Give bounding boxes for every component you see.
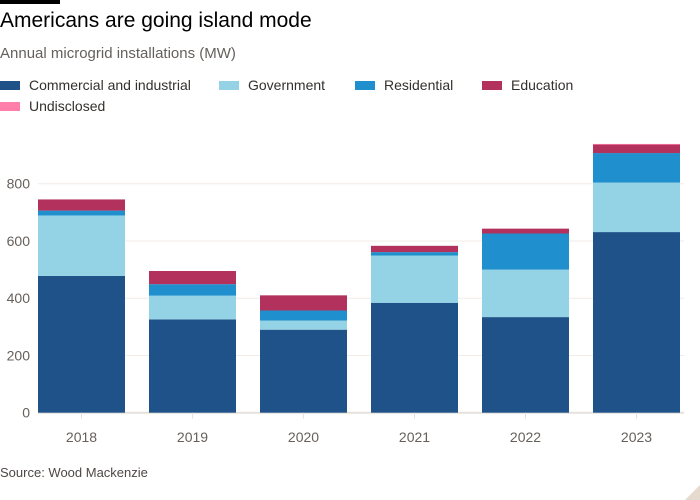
- bar-segment-education: [593, 144, 680, 154]
- y-tick-label: 800: [7, 176, 31, 192]
- y-tick-label: 600: [7, 233, 31, 249]
- bar-segment-education: [482, 228, 569, 234]
- bar-segment-government: [482, 269, 569, 318]
- y-tick-label: 400: [7, 290, 31, 306]
- bar-segment-commercial-and-industrial: [593, 232, 680, 413]
- legend-label: Undisclosed: [29, 98, 106, 114]
- legend-item-undisclosed: Undisclosed: [0, 98, 105, 114]
- legend-item-commercial-industrial: Commercial and industrial: [0, 77, 191, 93]
- bar-segment-commercial-and-industrial: [260, 329, 347, 413]
- bar-segment-residential: [149, 284, 236, 296]
- legend-swatch: [355, 80, 375, 90]
- legend-label: Residential: [384, 77, 454, 93]
- legend: Commercial and industrial Government Res…: [0, 77, 700, 121]
- legend-item-residential: Residential: [355, 77, 453, 93]
- bar-segment-commercial-and-industrial: [371, 302, 458, 413]
- bar-segment-commercial-and-industrial: [149, 319, 236, 413]
- bar-segment-residential: [260, 310, 347, 321]
- bar-segment-government: [149, 295, 236, 320]
- legend-label: Government: [248, 77, 326, 93]
- corner-decoration: [685, 485, 700, 500]
- legend-item-education: Education: [482, 77, 573, 93]
- bar-segment-education: [260, 295, 347, 311]
- y-tick-label: 200: [7, 347, 31, 363]
- legend-swatch: [0, 101, 20, 111]
- bar-segment-residential: [482, 233, 569, 270]
- x-tick-label: 2018: [66, 429, 97, 445]
- bar-segment-commercial-and-industrial: [38, 275, 125, 413]
- bar-segment-residential: [593, 153, 680, 183]
- bar-segment-residential: [38, 210, 125, 216]
- bar-segment-government: [593, 182, 680, 233]
- bar-segment-education: [371, 245, 458, 253]
- bar-segment-education: [38, 199, 125, 211]
- bar-segment-undisclosed: [593, 143, 680, 145]
- source-note: Source: Wood Mackenzie: [0, 465, 148, 480]
- x-tick-label: 2022: [510, 429, 541, 445]
- bar-segment-commercial-and-industrial: [482, 317, 569, 413]
- x-tick-label: 2020: [288, 429, 319, 445]
- bar-segment-government: [260, 320, 347, 330]
- bar-segment-residential: [371, 252, 458, 256]
- legend-swatch: [0, 80, 20, 90]
- legend-swatch: [219, 80, 239, 90]
- bar-segment-education: [149, 271, 236, 285]
- legend-label: Education: [511, 77, 574, 93]
- chart-subtitle: Annual microgrid installations (MW): [0, 45, 236, 62]
- x-tick-label: 2021: [399, 429, 430, 445]
- legend-label: Commercial and industrial: [29, 77, 191, 93]
- bar-segment-government: [38, 215, 125, 276]
- legend-swatch: [482, 80, 502, 90]
- brand-top-bar: [0, 0, 60, 4]
- axes: 0 200 400 600 800 2018 2019 2020 2021 2022 2023: [7, 176, 653, 445]
- x-tick-label: 2019: [177, 429, 208, 445]
- bars: [38, 143, 680, 413]
- gridlines: [38, 183, 684, 414]
- legend-item-government: Government: [219, 77, 325, 93]
- bar-segment-government: [371, 255, 458, 303]
- y-tick-label: 0: [22, 405, 30, 421]
- x-tick-label: 2023: [621, 429, 652, 445]
- chart-title: Americans are going island mode: [0, 9, 312, 32]
